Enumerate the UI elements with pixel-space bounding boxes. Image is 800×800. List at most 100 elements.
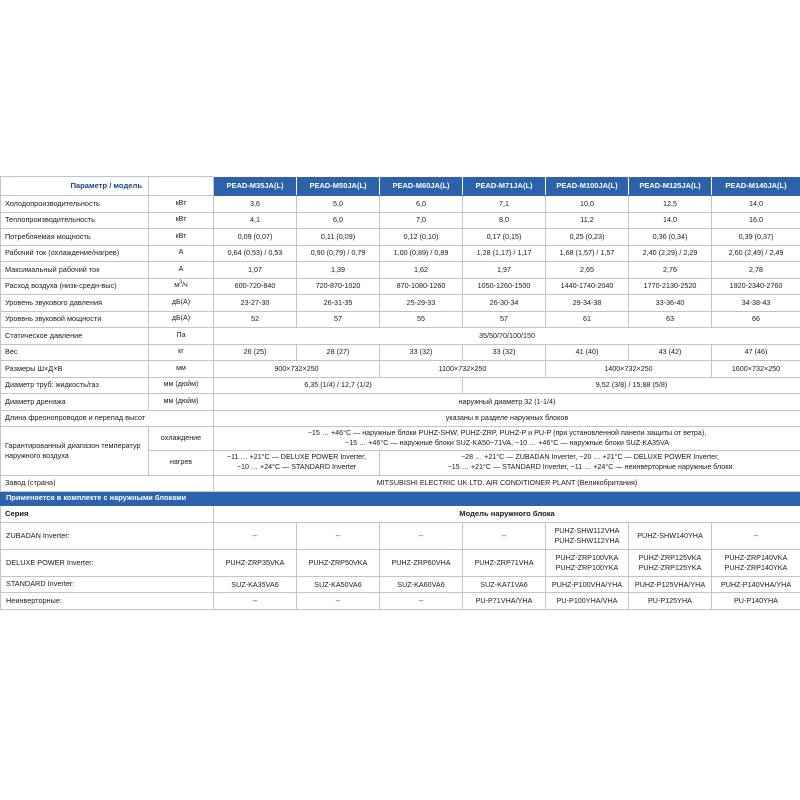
row-value: 720-870-1020 <box>296 277 380 295</box>
series-model-value: – <box>379 592 463 610</box>
row-unit: дБ(А) <box>148 294 214 312</box>
cooling-range-line-1: −15 … +46°C — наружные блоки PUHZ-SHW, P… <box>307 429 707 437</box>
row-merged-value: наружный диаметр 32 (1-1/4) <box>213 393 800 411</box>
header-param-label: Параметр / модель <box>0 176 149 196</box>
row-label: Размеры Ш×Д×В <box>0 360 149 378</box>
row-label: Максимальный рабочий ток <box>0 261 149 279</box>
row-value: 57 <box>462 310 546 328</box>
series-model-value: PU-P71VHA/YHA <box>462 592 546 610</box>
series-model-value: – <box>296 592 380 610</box>
model-header: Модель наружного блока <box>213 505 800 523</box>
row-unit: кВт <box>148 195 214 213</box>
series-model-value: SUZ-KA35VA6 <box>213 575 297 594</box>
cooling-range-value: −15 … +46°C — наружные блоки PUHZ-SHW, P… <box>213 425 800 452</box>
row-value: 0,90 (0,79) / 0,79 <box>296 244 380 262</box>
outdoor-series-row: DELUXE POWER Inverter: PUHZ-ZRP35VKA PUHZ-… <box>0 548 800 577</box>
row-value: 0,11 (0,09) <box>296 228 380 246</box>
header-model-6: PEAD-M125JA(L) <box>628 176 712 196</box>
row-value: 1050-1260-1500 <box>462 277 546 295</box>
row-value: 2,65 <box>545 261 629 279</box>
series-model-value: PU-P140YHA <box>711 592 800 610</box>
row-label: Статическое давление <box>0 327 149 345</box>
row-value: 33 (32) <box>462 343 546 361</box>
header-model-2: PEAD-M50JA(L) <box>296 176 380 196</box>
series-model-value: PUHZ-SHW112VHA PUHZ-SHW112YHA <box>545 521 629 550</box>
series-model-value: – <box>711 521 800 550</box>
row-value: 0,25 (0,23) <box>545 228 629 246</box>
row-value: 6,0 <box>379 195 463 213</box>
table-row: Холодопроизводительность кВт 3,6 5,0 6,0 7,1 1… <box>0 195 800 213</box>
row-value: 0,12 (0,10) <box>379 228 463 246</box>
row-label: Длина фреонопроводов и перепад высот <box>0 409 214 427</box>
row-value: 1,62 <box>379 261 463 279</box>
factory-label: Завод (страна) <box>0 474 214 493</box>
series-model-value: PUHZ-ZRP100VKA PUHZ-ZRP100YKA <box>545 548 629 577</box>
row-value: 1,07 <box>213 261 297 279</box>
header-model-1: PEAD-M35JA(L) <box>213 176 297 196</box>
specification-sheet: Параметр / модель PEAD-M35JA(L) PEAD-M50JA… <box>0 176 800 610</box>
specification-table: Параметр / модель PEAD-M35JA(L) PEAD-M50JA… <box>0 176 800 610</box>
heating-range-right: −28 … +21°C — ZUBADAN Inverter, −20 … +2… <box>379 450 800 476</box>
table-row: Уровень звукового давления дБ(А) 23-27-30 2… <box>0 294 800 312</box>
row-value: 1,68 (1,57) / 1,57 <box>545 244 629 262</box>
header-model-7: PEAD-M140JA(L) <box>711 176 800 196</box>
outdoor-series-row: ZUBADAN Inverter: – – – – PUHZ-SHW112VHA PUHZ-… <box>0 521 800 550</box>
row-value: 16,0 <box>711 211 800 229</box>
table-row: Статическое давление Па 35/50/70/100/150 <box>0 327 800 345</box>
row-value: 23-27-30 <box>213 294 297 312</box>
table-row: Уроввнь звуковой мощности дБ(А) 52 57 55 57 61… <box>0 310 800 328</box>
row-value: 2,76 <box>628 261 712 279</box>
row-value: 1,39 <box>296 261 380 279</box>
outdoor-series-row: STANDARD Inverter: SUZ-KA35VA6 SUZ-KA50VA6… <box>0 575 800 594</box>
row-value: 29-34-38 <box>545 294 629 312</box>
row-group-value: 1100×732×250 <box>379 360 546 378</box>
header-model-4: PEAD-M71JA(L) <box>462 176 546 196</box>
heating-right-line-1: −28 … +21°C — ZUBADAN Inverter, −20 … +2… <box>460 453 720 462</box>
row-value: 1,97 <box>462 261 546 279</box>
outdoor-header-row: Серия Модель наружного блока <box>0 505 800 523</box>
row-value: 61 <box>545 310 629 328</box>
row-merged-value: 35/50/70/100/150 <box>213 327 800 345</box>
row-unit: м3/ч <box>148 277 214 295</box>
header-unit-label <box>148 176 214 196</box>
row-value: 2,60 (2,49) / 2,49 <box>711 244 800 262</box>
table-row: Диаметр дренажа мм (дюйм) наружный диаметр… <box>0 393 800 411</box>
row-label: Потребляемая мощность <box>0 228 149 246</box>
row-unit: кВт <box>148 228 214 246</box>
row-value: 0,64 (0,53) / 0,53 <box>213 244 297 262</box>
row-label: Уроввнь звуковой мощности <box>0 310 149 328</box>
series-label: DELUXE POWER Inverter: <box>0 548 214 577</box>
table-row: Максимальный рабочий ток А 1,07 1,39 1,62 1,9… <box>0 261 800 279</box>
factory-row: Завод (страна) MITSUBISHI ELECTRIC UK LTD… <box>0 474 800 493</box>
cooling-range-line-2: −15 … +46°C — наружные блоки SUZ-KA50~71… <box>345 438 669 447</box>
row-value: 11,2 <box>545 211 629 229</box>
table-row: Диаметр труб: жидкость/газ мм (дюйм) 6,35 … <box>0 376 800 394</box>
row-value: 52 <box>213 310 297 328</box>
row-unit: кВт <box>148 211 214 229</box>
row-value: 14,0 <box>711 195 800 213</box>
series-model-value: PU-P100YHA/VHA <box>545 592 629 610</box>
row-unit: мм <box>148 360 214 378</box>
row-value: 8,0 <box>462 211 546 229</box>
series-model-value: – <box>379 521 463 550</box>
row-value: 10,0 <box>545 195 629 213</box>
row-group-value: 1400×732×250 <box>545 360 712 378</box>
series-model-value: SUZ-KA71VA6 <box>462 575 546 594</box>
row-unit: А <box>148 261 214 279</box>
heating-left-line-2: −10 … +24°C — STANDARD Inverter <box>236 462 357 471</box>
series-model-value: PUHZ-ZRP50VKA <box>296 548 380 577</box>
row-value: 6,0 <box>296 211 380 229</box>
row-value: 26-30-34 <box>462 294 546 312</box>
row-value: 7,0 <box>379 211 463 229</box>
factory-value: MITSUBISHI ELECTRIC UK LTD. AIR CONDITIO… <box>213 474 800 493</box>
row-label: Уровень звукового давления <box>0 294 149 312</box>
series-model-value: PUHZ-ZRP35VKA <box>213 548 297 577</box>
temperature-cooling-row: Гарантированный диапазон температур нару… <box>0 425 800 476</box>
row-group-value: 6,35 (1/4) / 12,7 (1/2) <box>213 376 463 394</box>
row-group-value: 1600×732×250 <box>711 360 800 378</box>
table-row: Рабочий ток (охлаждение/нагрев) А 0,64 (0,… <box>0 244 800 262</box>
series-model-value: PUHZ-ZRP71VHA <box>462 548 546 577</box>
series-label: STANDARD Inverter: <box>0 575 214 594</box>
series-model-value: – <box>296 521 380 550</box>
series-header: Серия <box>0 505 214 523</box>
